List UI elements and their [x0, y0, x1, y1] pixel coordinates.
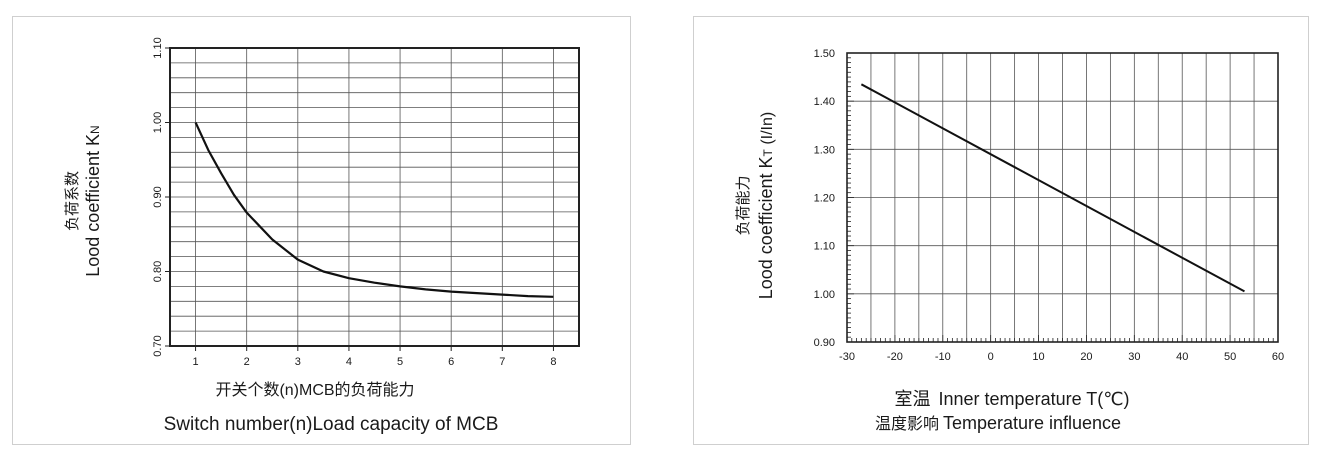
x-tick-label: 3 — [295, 356, 301, 368]
y-axis-label-unit: (I/In) — [759, 112, 776, 149]
chart-load-coefficient: 1 2 3 4 5 6 7 8 0.70 0.80 0.90 1.00 1.10 负荷系数 Lood coe… — [64, 37, 580, 435]
x-tick-label: 4 — [346, 356, 352, 368]
chart-panel-load-coefficient: 1 2 3 4 5 6 7 8 0.70 0.80 0.90 1.00 1.10 负荷系数 Lood coe… — [12, 16, 631, 445]
y-tick-label: 0.90 — [814, 337, 835, 349]
x-tick-label: 1 — [193, 356, 199, 368]
x-axis-label-line2: 温度影响 Temperature influence — [875, 413, 1121, 433]
y-tick-label: 1.20 — [814, 193, 835, 205]
y-tick-label: 1.40 — [814, 96, 835, 108]
y-tick-label: 1.00 — [814, 289, 835, 301]
x-tick-label: 6 — [448, 356, 454, 368]
x-tick-label: 30 — [1128, 351, 1140, 363]
y-axis-label-subscript: T — [761, 148, 775, 156]
y-axis-label-cn: 负荷能力 — [735, 175, 752, 235]
y-tick-label: 0.90 — [152, 186, 164, 207]
chart-temperature-influence: -30 -20 -10 0 10 20 30 40 50 60 0.90 1.00 1.10 1.20 1.… — [735, 48, 1284, 433]
y-tick-label: 1.00 — [152, 112, 164, 133]
series-line — [194, 122, 554, 298]
y-tick-label: 1.10 — [152, 37, 164, 58]
y-tick-label: 0.70 — [152, 335, 164, 356]
x-tick-label: 8 — [550, 356, 556, 368]
y-tick-label: 1.30 — [814, 144, 835, 156]
x-tick-label: -20 — [887, 351, 903, 363]
x-axis-label-en: Switch number(n)Load capacity of MCB — [164, 414, 499, 435]
y-tick-label: 1.50 — [814, 48, 835, 60]
x-axis-label-cn: 开关个数(n)MCB的负荷能力 — [215, 381, 414, 399]
y-axis-label: Lood coefficient KT (I/In) — [756, 112, 776, 299]
x-tick-label: 0 — [988, 351, 994, 363]
y-axis-label-subscript: N — [88, 125, 102, 134]
chart-panel-temperature: -30 -20 -10 0 10 20 30 40 50 60 0.90 1.00 1.10 1.20 1.… — [693, 16, 1309, 445]
series-line — [860, 83, 1245, 293]
x-tick-label: 10 — [1032, 351, 1044, 363]
x-tick-label: 20 — [1080, 351, 1092, 363]
x-tick-label: 5 — [397, 356, 403, 368]
x-tick-label: -30 — [839, 351, 855, 363]
y-axis-label-main: Lood coefficient K — [756, 156, 776, 299]
y-tick-label: 0.80 — [152, 261, 164, 282]
y-axis-label: Lood coefficient KN — [83, 125, 103, 276]
y-tick-label: 1.10 — [814, 241, 835, 253]
x-tick-label: 50 — [1224, 351, 1236, 363]
x-tick-label: 2 — [244, 356, 250, 368]
y-axis-label-cn: 负荷系数 — [64, 171, 81, 231]
y-axis-label-main: Lood coefficient K — [83, 134, 103, 277]
x-axis-label-en2: Temperature influence — [943, 413, 1121, 433]
x-axis-label-en1: Inner temperature T(℃) — [939, 389, 1130, 409]
x-tick-label: 7 — [499, 356, 505, 368]
x-axis-label-cn1: 室温 — [895, 389, 931, 409]
x-tick-label: 60 — [1272, 351, 1284, 363]
x-axis-label-line1: 室温 Inner temperature T(℃) — [895, 389, 1130, 409]
x-axis-label-cn2: 温度影响 — [875, 415, 939, 433]
x-tick-label: -10 — [935, 351, 951, 363]
x-tick-label: 40 — [1176, 351, 1188, 363]
